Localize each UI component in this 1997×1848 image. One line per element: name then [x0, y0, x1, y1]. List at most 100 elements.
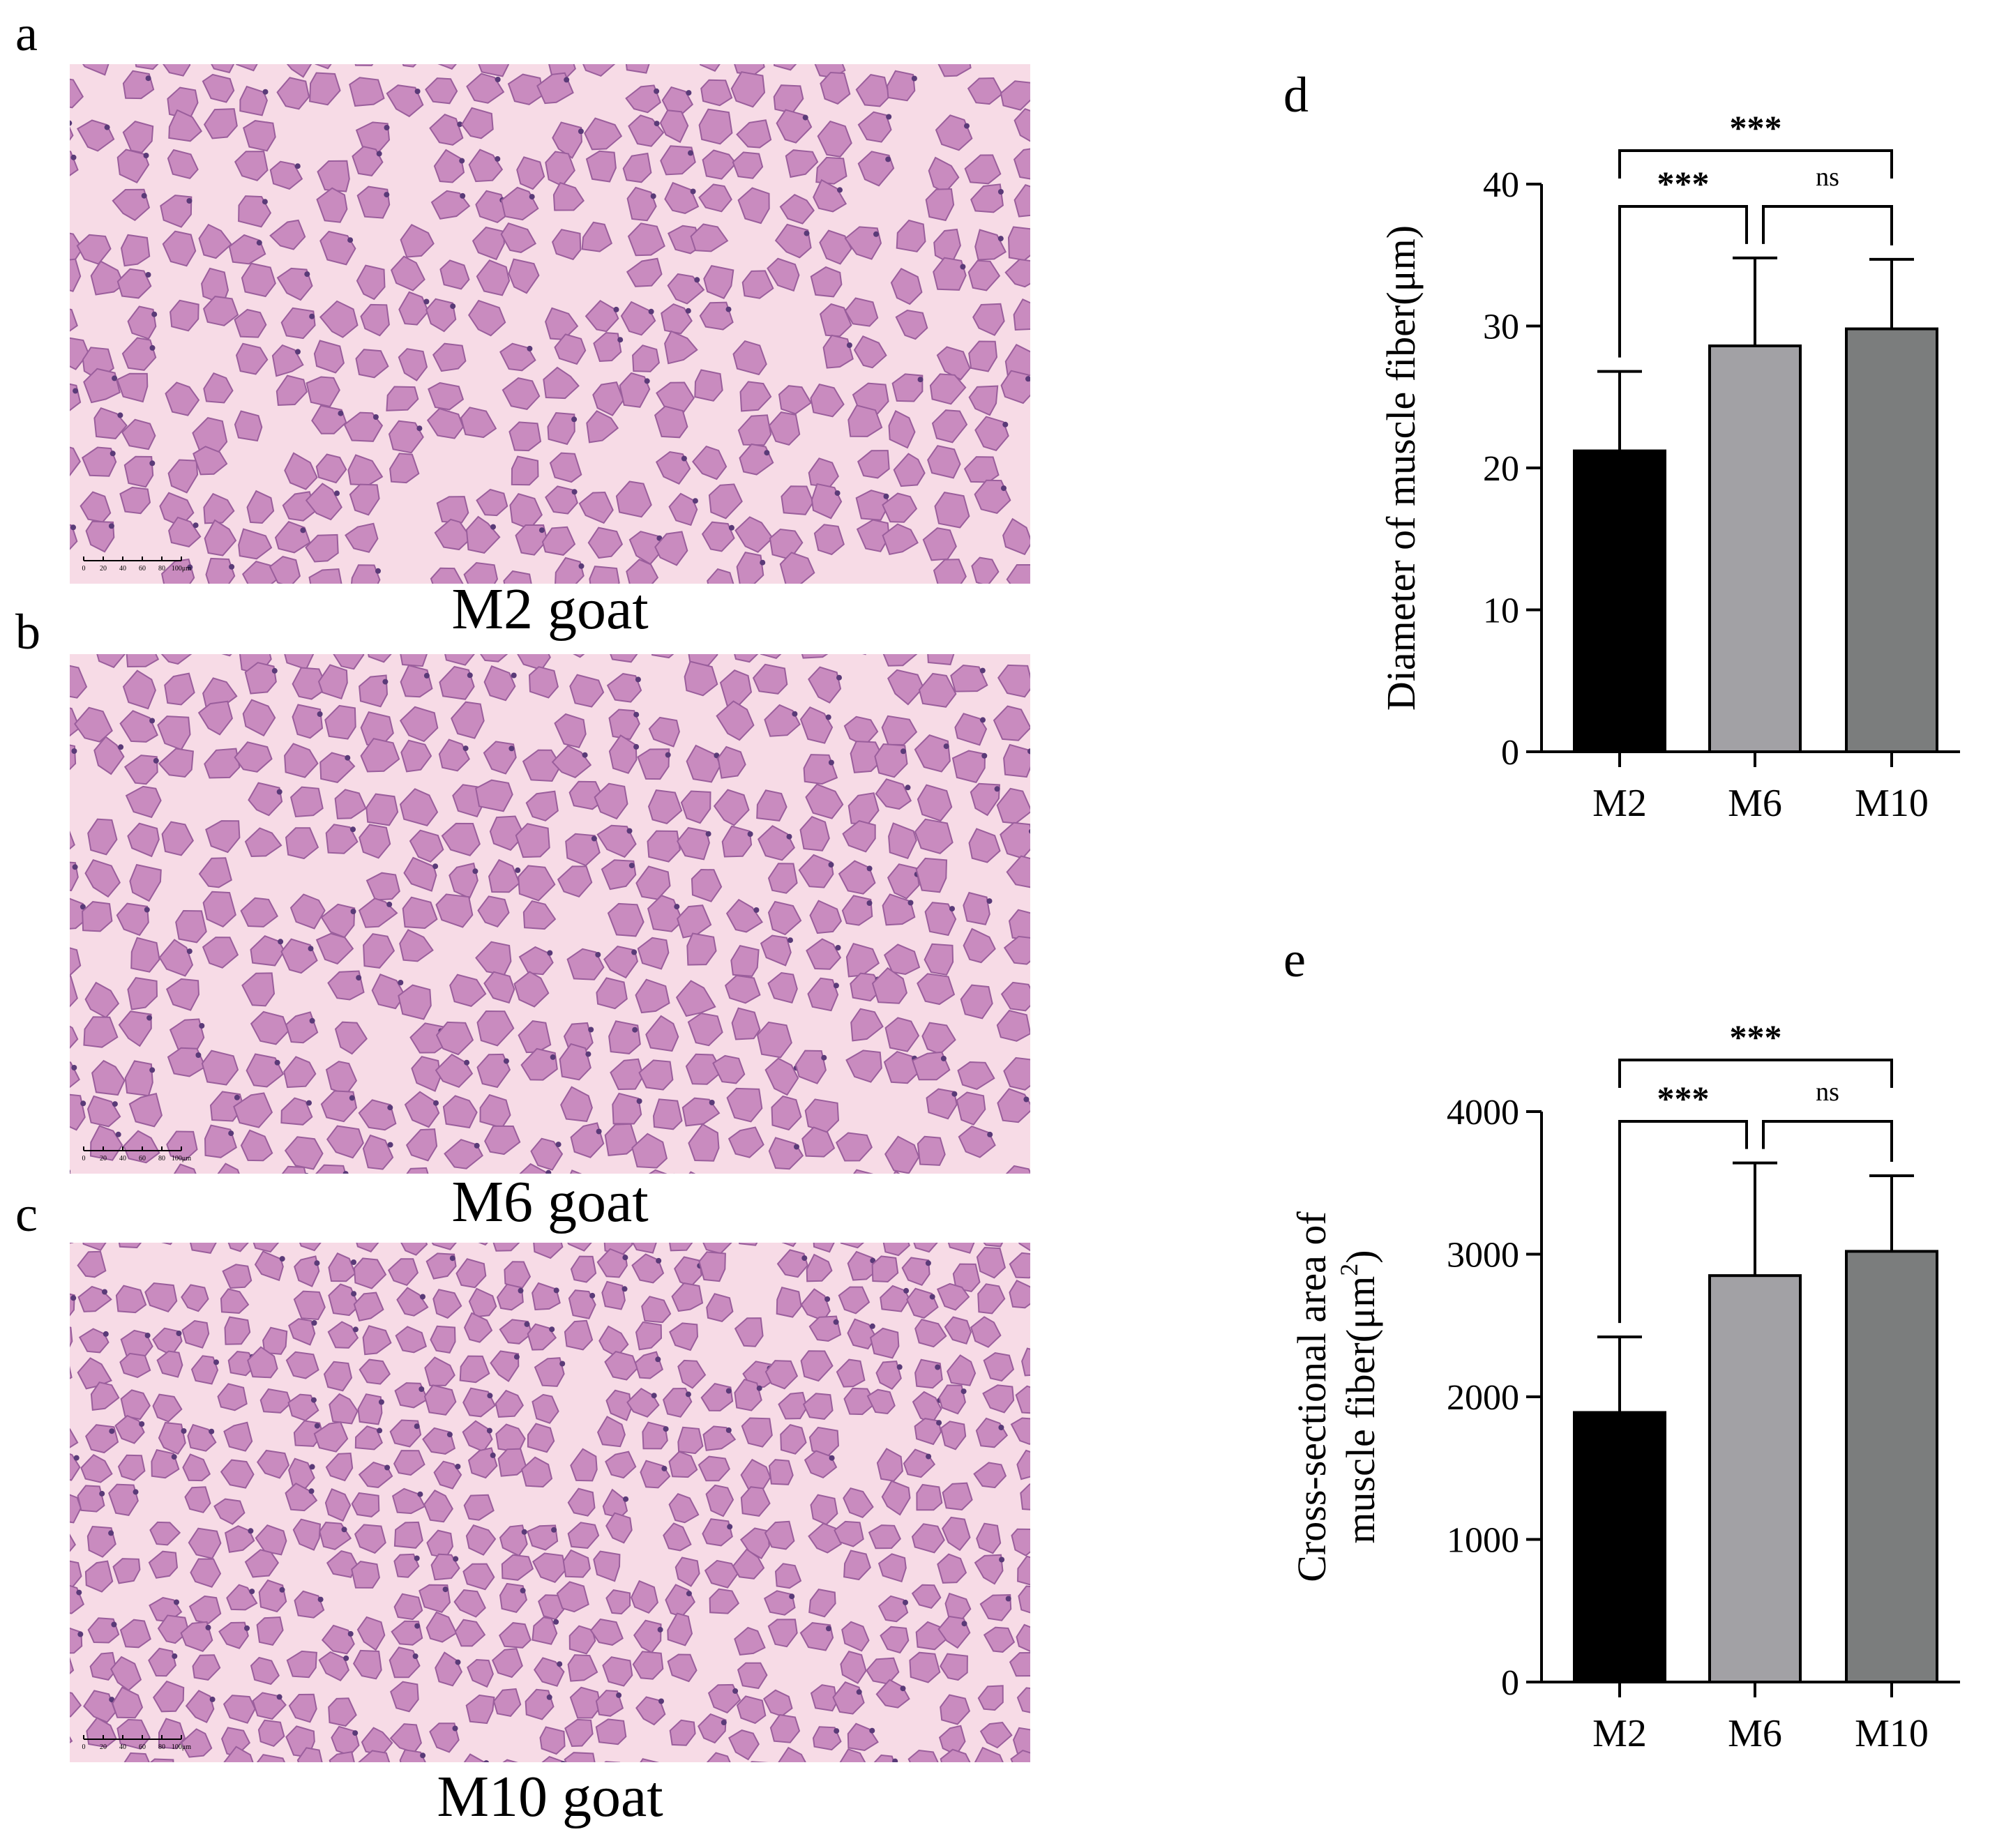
- muscle-fiber: [934, 491, 970, 529]
- muscle-fiber: [390, 255, 425, 291]
- muscle-fiber: [204, 519, 237, 556]
- nucleus: [656, 1257, 662, 1264]
- muscle-fiber: [516, 156, 545, 190]
- muscle-fiber: [262, 1326, 288, 1355]
- nucleus: [515, 867, 521, 873]
- nucleus: [472, 868, 478, 874]
- muscle-fiber: [442, 1095, 478, 1129]
- nucleus: [886, 114, 892, 120]
- significance-label: ns: [1816, 1077, 1839, 1107]
- nucleus: [432, 863, 439, 870]
- nucleus: [648, 308, 654, 315]
- nucleus: [987, 1131, 993, 1137]
- muscle-fiber: [914, 1358, 943, 1389]
- muscle-fiber: [400, 224, 435, 258]
- nucleus: [338, 410, 344, 416]
- muscle-fiber: [970, 782, 1000, 817]
- muscle-fiber: [439, 665, 475, 700]
- nucleus: [352, 1326, 359, 1333]
- muscle-fiber: [460, 107, 494, 139]
- muscle-fiber: [640, 1758, 660, 1762]
- nucleus: [423, 298, 430, 305]
- muscle-fiber: [435, 893, 474, 928]
- muscle-fiber: [527, 1323, 557, 1351]
- muscle-fiber: [389, 453, 420, 484]
- muscle-fiber: [605, 1589, 631, 1615]
- muscle-fiber: [320, 1090, 358, 1123]
- muscle-fiber: [691, 445, 728, 480]
- muscle-fiber: [180, 1621, 213, 1652]
- nucleus: [616, 1692, 622, 1698]
- muscle-fiber: [478, 1243, 488, 1246]
- nucleus: [571, 489, 578, 495]
- muscle-fiber: [311, 404, 347, 434]
- muscle-fiber: [82, 64, 110, 76]
- nucleus: [1002, 421, 1009, 427]
- muscle-fiber: [527, 1423, 555, 1453]
- muscle-fiber: [148, 1550, 179, 1579]
- nucleus: [115, 1131, 121, 1137]
- micrograph-m6-image: 0 20 40 60 80 100μm: [70, 654, 1030, 1174]
- muscle-fiber: [223, 1695, 256, 1724]
- chart-e-svg: e 0 1000 2000 3000 4000 M2 M6 M10 Cross-sectional…: [1283, 932, 1960, 1755]
- muscle-fiber: [541, 526, 576, 556]
- muscle-fiber: [944, 1316, 972, 1345]
- muscle-fiber: [436, 496, 469, 524]
- muscle-fiber: [773, 64, 797, 71]
- nucleus: [633, 743, 640, 750]
- nucleus: [351, 1291, 357, 1297]
- nucleus: [384, 1464, 391, 1471]
- muscle-fiber: [81, 446, 117, 477]
- nucleus: [900, 1686, 906, 1692]
- muscle-fiber: [500, 186, 539, 221]
- nucleus: [550, 1054, 556, 1060]
- nucleus: [588, 1027, 594, 1033]
- nucleus: [529, 194, 535, 200]
- muscle-fiber: [570, 1122, 605, 1158]
- bar-M10: [1845, 1250, 1938, 1684]
- muscle-fiber: [808, 1315, 842, 1342]
- nucleus: [521, 1529, 527, 1535]
- muscle-fiber: [317, 664, 348, 700]
- y-tick-label: 1000: [1447, 1521, 1519, 1561]
- muscle-fiber: [234, 151, 269, 181]
- muscle-fiber: [686, 932, 717, 966]
- muscle-fiber: [979, 1721, 1013, 1749]
- muscle-fiber: [702, 1518, 733, 1547]
- nucleus: [655, 1356, 661, 1363]
- muscle-fiber: [433, 1460, 462, 1490]
- significance-bracket: [1618, 1059, 1893, 1088]
- muscle-fiber: [843, 1487, 874, 1518]
- scale-bar-tick-label: 100μm: [172, 1743, 191, 1751]
- muscle-fiber: [533, 1657, 565, 1687]
- nucleus: [205, 1624, 211, 1630]
- nucleus: [549, 1326, 555, 1333]
- muscle-fiber: [393, 1593, 423, 1621]
- muscle-fiber: [468, 149, 504, 183]
- muscle-fiber: [647, 830, 681, 863]
- muscle-fiber: [567, 1243, 592, 1252]
- muscle-fiber: [387, 1258, 419, 1287]
- muscle-fiber: [604, 1350, 638, 1381]
- nucleus: [578, 563, 585, 569]
- muscle-fiber: [119, 710, 158, 743]
- muscle-fiber: [112, 1686, 144, 1719]
- muscle-fiber: [768, 1459, 794, 1485]
- nucleus: [764, 450, 770, 456]
- muscle-fiber: [152, 1393, 183, 1423]
- muscle-fiber: [671, 1282, 704, 1312]
- muscle-fiber: [688, 1171, 696, 1174]
- nucleus: [1005, 1596, 1011, 1602]
- muscle-fiber: [876, 1448, 903, 1482]
- muscle-fiber: [362, 1134, 394, 1170]
- scale-bar-tick-label: 100μm: [172, 1155, 191, 1162]
- muscle-fiber: [492, 1243, 520, 1252]
- muscle-fiber: [601, 859, 637, 891]
- muscle-fiber: [507, 73, 544, 105]
- nucleus: [486, 1427, 492, 1434]
- muscle-fiber: [570, 1255, 597, 1283]
- muscle-fiber: [328, 1283, 360, 1317]
- nucleus: [271, 667, 278, 674]
- nucleus: [300, 527, 306, 533]
- muscle-fiber: [246, 490, 275, 524]
